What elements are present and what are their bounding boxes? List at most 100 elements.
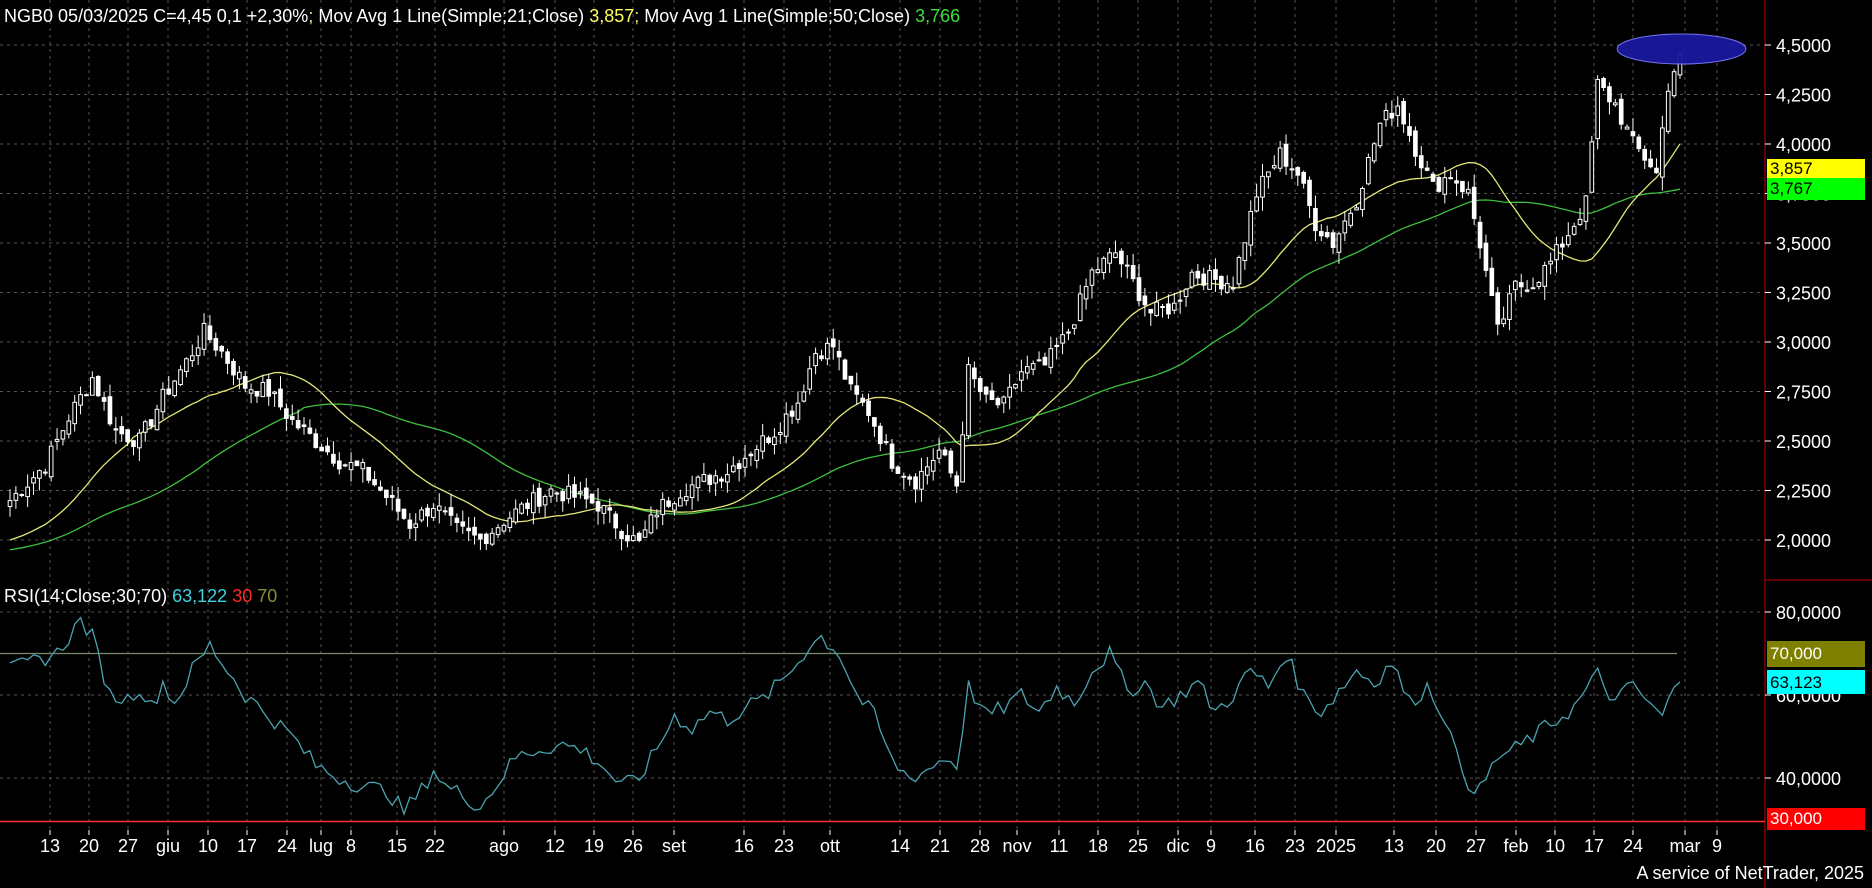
candle-body	[342, 464, 348, 467]
candle-body	[613, 513, 618, 529]
candle-body	[566, 485, 571, 500]
candle-body	[1601, 78, 1606, 88]
candle-body	[454, 517, 460, 523]
candle-body	[1513, 280, 1518, 291]
x-tick-label: 24	[1623, 836, 1643, 856]
candle-body	[860, 397, 865, 403]
x-tick-label: 28	[970, 836, 990, 856]
price-header: NGB0 05/03/2025 C=4,45 0,1 +2,30%; Mov A…	[4, 6, 960, 27]
x-tick-label: 23	[1285, 836, 1305, 856]
candle-body	[1348, 212, 1354, 226]
candle-body	[713, 475, 718, 484]
candle-body	[1254, 196, 1259, 212]
candle-body	[1536, 282, 1542, 287]
candle-body	[307, 427, 313, 434]
x-tick-label: set	[662, 836, 686, 856]
candle-body	[1072, 324, 1077, 329]
x-tick-label: 26	[623, 836, 643, 856]
x-tick-label: 2025	[1316, 836, 1356, 856]
candle-body	[483, 533, 489, 545]
close-label: C=4,45	[153, 6, 212, 26]
candle-body	[866, 400, 871, 416]
candle-body	[1066, 331, 1071, 334]
candle-body	[378, 486, 383, 491]
candle-body	[525, 502, 530, 510]
candle-body	[730, 465, 736, 473]
candle-body	[125, 429, 130, 443]
candle-body	[195, 347, 201, 357]
candle-body	[1095, 269, 1101, 274]
candle-body	[1154, 301, 1159, 316]
x-tick-label: ott	[820, 836, 840, 856]
candle-body	[119, 426, 125, 435]
candle-body	[1542, 264, 1548, 287]
price-tick-label: 2,5000	[1776, 432, 1831, 452]
candle-body	[1565, 235, 1571, 246]
candle-body	[742, 457, 748, 468]
candle-body	[877, 425, 883, 445]
candle-body	[248, 389, 254, 394]
candle-body	[719, 478, 724, 482]
candle-body	[783, 413, 789, 437]
change-label: 0,1	[216, 6, 242, 26]
candle-body	[1360, 187, 1365, 210]
candle-body	[1007, 386, 1012, 398]
candle-body	[336, 460, 342, 470]
candle-body	[201, 322, 207, 350]
candle-body	[983, 386, 989, 395]
ma21-value: 3,857	[589, 6, 635, 26]
candle-body	[25, 486, 30, 498]
candle-body	[513, 508, 519, 523]
candle-body	[1295, 167, 1301, 176]
candle-body	[1148, 308, 1154, 314]
candle-body	[813, 352, 818, 367]
x-tick-label: 10	[198, 836, 218, 856]
candle-body	[848, 375, 854, 385]
candle-body	[1442, 177, 1448, 195]
candle-body	[519, 503, 524, 514]
candle-body	[542, 495, 548, 506]
candle-body	[1401, 100, 1406, 125]
candle-body	[1501, 318, 1506, 325]
candle-body	[389, 494, 395, 498]
price-tick-label: 4,0000	[1776, 135, 1831, 155]
candle-body	[54, 438, 60, 442]
candle-body	[619, 530, 624, 540]
candle-body	[507, 517, 513, 528]
x-tick-label: 23	[774, 836, 794, 856]
x-tick-label: 27	[118, 836, 138, 856]
candle-body	[1395, 105, 1401, 116]
candle-body	[736, 463, 742, 470]
candle-body	[666, 500, 671, 507]
candle-body	[707, 474, 713, 485]
rsi-panel	[0, 616, 1765, 823]
candle-body	[1024, 366, 1030, 374]
candle-body	[1460, 180, 1465, 193]
candle-body	[207, 325, 213, 341]
candle-body	[1171, 302, 1177, 311]
candle-body	[313, 433, 319, 448]
candle-body	[789, 410, 795, 417]
candle-body	[601, 505, 607, 514]
price-tick-label: 3,5000	[1776, 234, 1831, 254]
candle-body	[725, 474, 730, 483]
candle-body	[1124, 264, 1130, 267]
separator: ;	[634, 6, 640, 26]
rsi-value: 63,122	[172, 586, 228, 606]
candle-body	[636, 532, 642, 541]
candle-body	[1554, 244, 1559, 261]
candle-body	[331, 453, 336, 464]
candle-body	[1330, 232, 1336, 248]
x-tick-label: 27	[1466, 836, 1486, 856]
candle-body	[1471, 186, 1477, 219]
candle-body	[384, 489, 389, 499]
rsi-label: RSI(14;Close;30;70)	[4, 586, 168, 606]
candle-body	[977, 378, 983, 393]
rsi-upper-label: 70	[257, 586, 278, 606]
candle-body	[1266, 171, 1271, 178]
ma21-line	[9, 143, 1681, 541]
candle-body	[883, 441, 889, 444]
x-tick-label: 17	[1584, 836, 1604, 856]
candle-body	[1101, 257, 1107, 273]
candle-body	[589, 493, 595, 504]
